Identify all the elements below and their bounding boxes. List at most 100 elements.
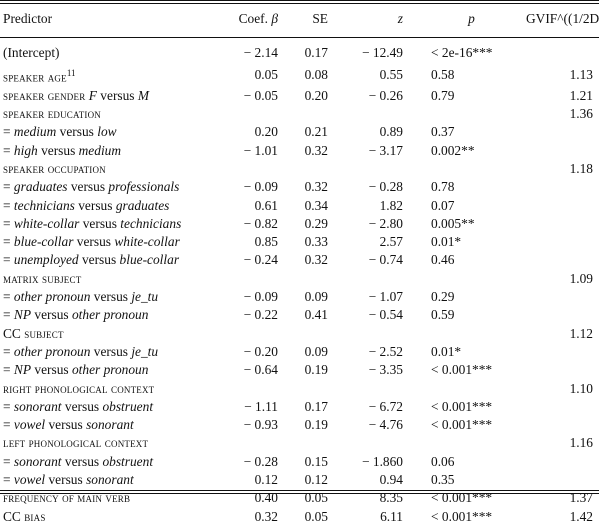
gvif-cell (526, 142, 599, 160)
coef-cell: 0.85 (254, 234, 278, 250)
predictor-cell: = high versus medium (0, 142, 214, 160)
level-b: obstruent (102, 453, 154, 469)
z-cell: − 0.74 (368, 252, 403, 268)
z-cell: − 4.76 (368, 417, 403, 433)
p-cell: < 0.001*** (431, 490, 493, 506)
versus-word: versus (56, 124, 98, 140)
z-cell: 0.55 (379, 67, 403, 83)
table-row: = medium versus low 0.20 0.21 0.89 0.37 (0, 123, 599, 141)
se-cell (292, 270, 342, 288)
z-cell: − 3.35 (368, 362, 403, 378)
se-cell (292, 434, 342, 452)
gvif-cell (526, 233, 599, 251)
contrast-eq: = (3, 289, 14, 305)
p-cell (417, 105, 526, 123)
coef-cell (214, 270, 292, 288)
se-cell: 0.34 (304, 197, 328, 213)
p-cell: 0.59 (431, 307, 455, 323)
coef-cell: − 0.93 (243, 417, 278, 433)
versus-word: versus (67, 179, 109, 195)
predictor-cell: = white-collar versus technicians (0, 215, 214, 233)
z-cell: − 1.07 (368, 289, 403, 305)
p-cell: 0.78 (431, 179, 455, 195)
contrast-eq: = (3, 362, 14, 378)
p-cell: 0.01* (431, 234, 462, 250)
table-row: = blue-collar versus white-collar 0.85 0.3… (0, 233, 599, 251)
versus-word: versus (74, 197, 116, 213)
z-cell: − 12.49 (361, 44, 403, 60)
table-row: right phonological context 1.10 (0, 380, 599, 398)
level-b: obstruent (102, 398, 154, 414)
predictor-label: left phonological context (3, 436, 149, 451)
coef-cell: − 0.09 (243, 289, 278, 305)
table-row: speaker education 1.36 (0, 105, 599, 123)
gvif-cell: 1.12 (569, 325, 593, 341)
predictor-cell: right phonological context (0, 380, 214, 398)
gvif-cell: 1.13 (569, 67, 593, 83)
header-se: SE (312, 11, 328, 26)
level-b: blue-collar (119, 252, 180, 268)
p-cell: 0.005** (431, 215, 475, 231)
p-cell: 0.01* (431, 343, 462, 359)
predictor-label: speaker occupation (3, 161, 106, 176)
level-b: M (137, 87, 150, 103)
coef-cell (214, 380, 292, 398)
contrast-eq: = (3, 307, 14, 323)
coef-cell: − 0.20 (243, 343, 278, 359)
coef-cell: − 0.28 (243, 453, 278, 469)
predictor-cell: = sonorant versus obstruent (0, 398, 214, 416)
se-cell (292, 325, 342, 343)
level-a: high (13, 142, 38, 158)
predictor-label: frequency of main verb (3, 491, 131, 506)
header-rule (0, 37, 599, 39)
predictor-cell: speaker age11 (0, 64, 214, 87)
se-cell: 0.33 (304, 234, 328, 250)
versus-word: versus (45, 417, 87, 433)
table-row: = sonorant versus obstruent − 1.11 0.17 − 6… (0, 398, 599, 416)
se-cell: 0.29 (304, 215, 328, 231)
p-cell: 0.37 (431, 124, 455, 140)
z-cell: 0.94 (379, 472, 403, 487)
table-row: (Intercept) − 2.14 0.17 − 12.49 < 2e-16*** (0, 38, 599, 64)
p-cell: < 0.001*** (431, 417, 493, 433)
z-cell (342, 160, 417, 178)
p-cell: 0.58 (431, 67, 455, 83)
p-cell: 0.002** (431, 142, 475, 158)
p-cell: 0.06 (431, 453, 455, 469)
se-cell (292, 160, 342, 178)
table-row: CC bias 0.32 0.05 6.11 < 0.001*** 1.42 (0, 508, 599, 526)
versus-word: versus (90, 289, 132, 305)
gvif-cell (526, 288, 599, 306)
se-cell: 0.05 (304, 508, 328, 524)
coef-cell (214, 105, 292, 123)
bottom-rule-outer (0, 493, 599, 495)
coef-cell (214, 434, 292, 452)
table-row: left phonological context 1.16 (0, 434, 599, 452)
predictor-label: right phonological context (3, 381, 155, 396)
predictor-cell: = graduates versus professionals (0, 178, 214, 196)
p-cell: 0.35 (431, 472, 455, 487)
level-a: other pronoun (13, 343, 91, 359)
z-cell: − 0.28 (368, 179, 403, 195)
level-b: je_tu (131, 289, 159, 305)
header-z: z (397, 11, 403, 26)
gvif-cell: 1.42 (569, 508, 593, 524)
predictor-cell: = blue-collar versus white-collar (0, 233, 214, 251)
coef-cell: − 0.22 (243, 307, 278, 323)
z-cell (342, 270, 417, 288)
gvif-cell: 1.16 (569, 435, 593, 451)
coef-cell: 0.05 (254, 67, 278, 83)
bottom-rule-inner (0, 490, 599, 492)
predictor-label: speaker gender (3, 88, 86, 103)
contrast-eq: = (3, 197, 14, 213)
predictor-label: speaker education (3, 107, 102, 122)
se-cell (292, 380, 342, 398)
z-cell: 1.82 (379, 197, 403, 213)
z-cell: − 2.52 (368, 343, 403, 359)
predictor-cell: = vowel versus sonorant (0, 471, 214, 489)
coef-cell: 0.40 (254, 490, 278, 506)
level-b: sonorant (86, 417, 134, 433)
table-row: CC subject 1.12 (0, 325, 599, 343)
p-cell: 0.79 (431, 87, 455, 103)
